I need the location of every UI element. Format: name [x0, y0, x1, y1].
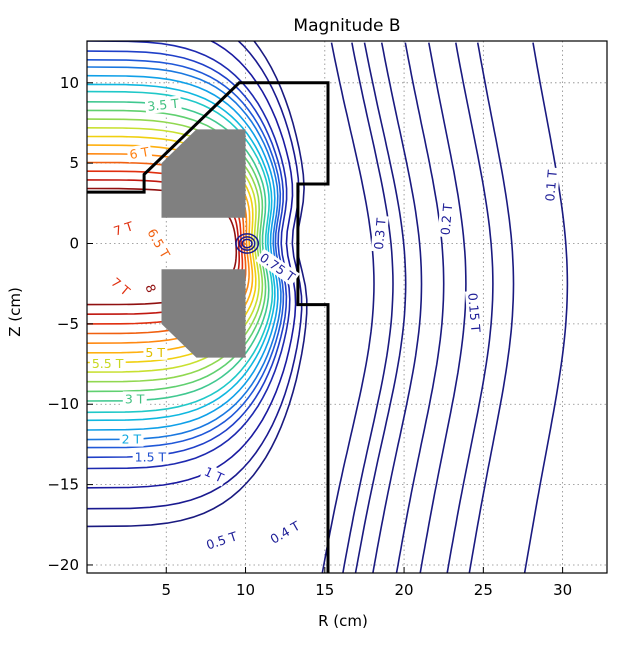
chart-title: Magnitude B — [293, 16, 400, 36]
contour-label-bg — [370, 215, 389, 253]
contour-label: 5.5 T — [89, 356, 126, 372]
contour-loop — [241, 238, 253, 249]
contour-label: 6 T — [126, 143, 153, 163]
contour-label-bg — [141, 280, 160, 297]
contour-line — [87, 59, 285, 449]
y-tick-label: 5 — [69, 154, 79, 172]
contour-label-bg — [255, 248, 300, 286]
y-tick-label: 0 — [69, 235, 79, 253]
contour-label-bg — [144, 95, 182, 115]
grid — [87, 41, 607, 573]
contour-label-text: 3 T — [125, 391, 145, 406]
contour-label: 0.4 T — [265, 516, 305, 548]
contour-label-text: 3.5 T — [147, 96, 180, 114]
magnet-coils — [161, 129, 246, 358]
plot-frame — [86, 40, 608, 574]
contour-label-bg — [109, 217, 138, 240]
contour-loop — [238, 236, 256, 251]
contour-label: 0.1 T — [541, 166, 561, 204]
contour-label-text: 0.1 T — [542, 169, 560, 202]
contour-label-bg — [122, 391, 147, 407]
contour-label-text: 0.2 T — [438, 203, 456, 236]
contour-label-bg — [437, 200, 456, 238]
contour-label-bg — [106, 273, 135, 301]
contour-label-text: 6 T — [128, 144, 150, 162]
contour-label-bg — [143, 224, 175, 263]
x-tick-label: 10 — [236, 581, 255, 599]
contour-label-text: 7 T — [112, 218, 136, 238]
contour-label-text: 0.5 T — [204, 528, 239, 552]
contour-line — [87, 66, 282, 441]
contour-label: 7 T — [109, 217, 138, 240]
x-tick-label: 30 — [553, 581, 572, 599]
contour-label: 7 T — [106, 273, 135, 301]
y-axis-label: Z (cm) — [6, 287, 24, 337]
contour-label: 3.5 T — [144, 95, 182, 115]
contour-line — [87, 41, 291, 470]
contour-line — [321, 42, 375, 573]
contour-label-text: 2 T — [122, 432, 142, 447]
y-tick-label: −20 — [47, 556, 79, 574]
contour-line — [87, 50, 288, 459]
contour-label: 0.15 T — [464, 290, 484, 336]
contour-line — [523, 42, 569, 573]
contour-label: 8 — [141, 280, 160, 297]
y-tick-label: −5 — [57, 315, 79, 333]
contour-line — [87, 41, 303, 510]
contour-label-bg — [202, 527, 242, 554]
contour-label-bg — [126, 143, 153, 163]
contour-label-text: 5 T — [145, 345, 165, 360]
contour-label: 2 T — [119, 431, 144, 447]
contour-labels: 3.5 T6 T7 T 6.5 T7 T 80.75 T0.3 T 0.2 T0.15… — [89, 95, 561, 554]
boundary-line — [87, 81, 330, 573]
contour-label: 5 T — [143, 344, 168, 360]
contour-line — [372, 42, 423, 573]
contour-label-bg — [464, 290, 484, 336]
contour-label: 6.5 T — [143, 224, 175, 263]
y-tick-label: −10 — [47, 395, 79, 413]
contour-label-text: 0.3 T — [371, 217, 389, 250]
contour-line — [395, 42, 445, 573]
contour-label-bg — [200, 462, 229, 487]
contour-label-text: 0.15 T — [465, 292, 483, 333]
contour-line — [87, 109, 267, 393]
contour-label-bg — [541, 166, 561, 204]
contour-label: 0.3 T — [370, 215, 389, 253]
contour-loop — [235, 233, 260, 254]
contour-line — [419, 42, 467, 573]
contour-label-bg — [119, 431, 144, 447]
x-tick-label: 15 — [315, 581, 334, 599]
contour-label-text: 7 T — [108, 274, 133, 298]
contour-label: 0.5 T — [202, 527, 242, 554]
contour-label-bg — [132, 449, 169, 465]
contour-label-text: 1.5 T — [135, 449, 167, 464]
contour-line — [468, 42, 515, 573]
contour-label-text: 5.5 T — [92, 356, 124, 371]
contour-line — [354, 42, 407, 573]
y-tick-label: −15 — [47, 476, 79, 494]
contour-line — [446, 42, 494, 573]
axis-ticks: 5 10 15 20 25 30 10 5 0 −5 −10 −15 −20 — [47, 74, 572, 599]
contour-label-bg — [265, 516, 305, 548]
x-axis-label: R (cm) — [318, 612, 368, 630]
contour-label: 1.5 T — [132, 449, 169, 465]
contour-label: 1 T — [200, 462, 229, 487]
x-tick-label: 5 — [161, 581, 171, 599]
x-tick-label: 25 — [474, 581, 493, 599]
boundary-outline — [87, 81, 330, 573]
y-tick-label: 10 — [60, 74, 79, 92]
x-tick-label: 20 — [395, 581, 414, 599]
upper-coil — [161, 129, 246, 218]
contour-line — [342, 42, 394, 573]
contour-label: 3 T — [122, 391, 147, 407]
contour-label: 0.2 T — [437, 200, 456, 238]
contour-line — [87, 41, 297, 489]
contour-label-bg — [143, 344, 168, 360]
lower-coil — [161, 269, 246, 358]
contour-label-bg — [89, 356, 126, 372]
